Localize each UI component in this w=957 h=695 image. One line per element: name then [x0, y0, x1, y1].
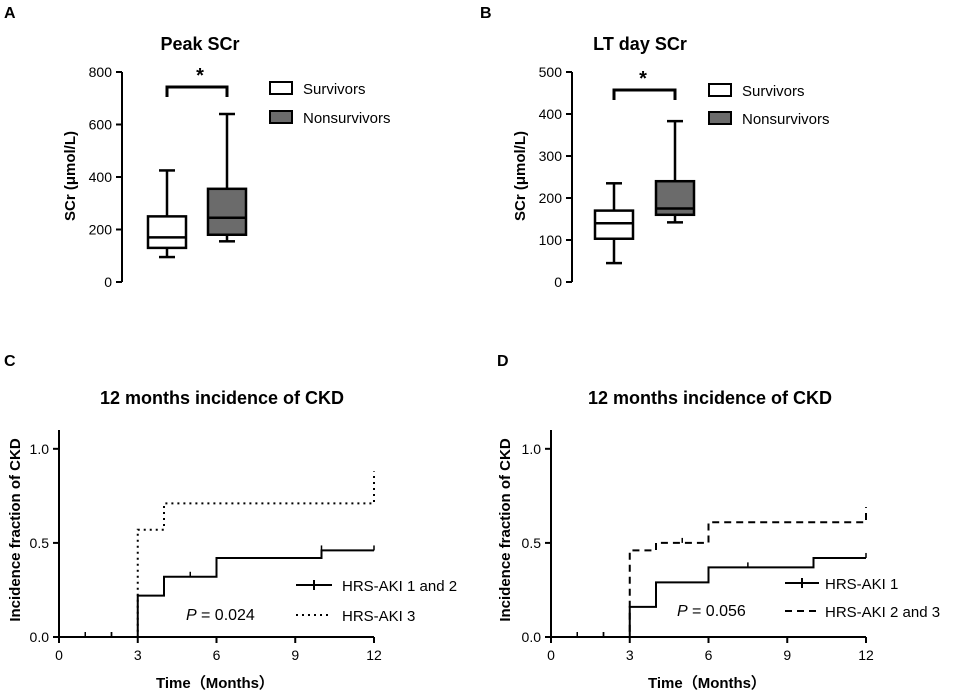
legend-label-series-1: HRS-AKI 1 and 2	[342, 578, 457, 595]
y-tick-label: 0.0	[522, 629, 542, 645]
y-tick-label: 1.0	[522, 441, 542, 457]
y-tick-label: 400	[539, 106, 563, 122]
legend-label-survivors: Survivors	[742, 83, 805, 100]
step-line	[551, 556, 866, 638]
panel-c-xlabel: Time（Months）	[156, 674, 274, 692]
panel-d-xlabel: Time（Months）	[648, 674, 766, 692]
step-line	[59, 471, 375, 638]
panel-a-boxes	[146, 85, 248, 259]
x-tick-label: 3	[134, 647, 142, 663]
pvalue-text: = 0.024	[201, 607, 255, 624]
step-line	[59, 549, 374, 638]
pvalue-label: P	[677, 603, 688, 620]
panel-a-legend: Survivors Nonsurvivors	[269, 81, 391, 127]
legend-swatch-survivors	[269, 81, 293, 95]
box-survivors	[146, 169, 188, 259]
y-tick-label: 100	[539, 232, 563, 248]
legend-label-survivors: Survivors	[303, 81, 366, 98]
panel-d-axes: 0.0 0.5 1.0 0 3 6 9 12	[522, 430, 874, 663]
panel-d-title: 12 months incidence of CKD	[588, 388, 832, 408]
panel-b-yaxis: 0 100 200 300 400 500	[539, 64, 573, 290]
curve-series-1	[551, 552, 867, 638]
y-tick-label: 500	[539, 64, 563, 80]
panel-c-letter: C	[4, 353, 16, 370]
panel-b-legend: Survivors Nonsurvivors	[708, 83, 830, 128]
panel-a-title: Peak SCr	[160, 34, 239, 54]
panel-c-curves	[59, 471, 375, 638]
y-tick-label: 0	[104, 274, 112, 290]
panel-c-ylabel: Incidence fraction of CKD	[7, 438, 24, 622]
panel-d-pvalue: P = 0.056	[677, 603, 746, 620]
x-tick-label: 12	[858, 647, 874, 663]
legend-label-series-2: HRS-AKI 3	[342, 608, 415, 625]
box-iqr	[593, 209, 635, 240]
x-tick-label: 9	[291, 647, 299, 663]
x-tick-label: 0	[55, 647, 63, 663]
x-tick-label: 6	[705, 647, 713, 663]
panel-b-boxes	[593, 88, 696, 265]
legend-label-nonsurvivors: Nonsurvivors	[303, 110, 391, 127]
x-tick-label: 0	[547, 647, 555, 663]
y-tick-label: 300	[539, 148, 563, 164]
box-iqr	[654, 179, 696, 217]
panel-a-yaxis: 0 200 400 600 800	[89, 64, 123, 290]
legend-label-nonsurvivors: Nonsurvivors	[742, 111, 830, 128]
panel-b-title: LT day SCr	[593, 34, 687, 54]
step-line	[551, 507, 867, 638]
curve-series-2	[59, 471, 375, 638]
panel-c: C 12 months incidence of CKD Incidence f…	[4, 353, 457, 692]
x-tick-label: 9	[783, 647, 791, 663]
x-tick-label: 12	[366, 647, 382, 663]
significance-bracket	[612, 88, 677, 100]
panel-a: A Peak SCr SCr (μmol/L) * 0200400600800 …	[4, 5, 391, 290]
y-tick-label: 0.5	[30, 535, 50, 551]
box-nonsurvivors	[654, 119, 696, 224]
panel-c-pvalue: P = 0.024	[186, 607, 255, 624]
panel-b-ylabel: SCr (μmol/L)	[512, 131, 529, 221]
panel-d-ylabel: Incidence fraction of CKD	[497, 438, 514, 622]
y-tick-label: 200	[89, 222, 113, 238]
y-tick-label: 0.0	[30, 629, 50, 645]
panel-d-curves	[551, 507, 867, 638]
panel-a-letter: A	[4, 5, 16, 22]
panel-d-legend: HRS-AKI 1 HRS-AKI 2 and 3	[785, 576, 940, 621]
panel-a-ylabel: SCr (μmol/L)	[62, 131, 79, 221]
box-iqr	[206, 187, 248, 236]
legend-swatch-survivors	[708, 83, 732, 97]
legend-label-series-2: HRS-AKI 2 and 3	[825, 604, 940, 621]
y-tick-label: 800	[89, 64, 113, 80]
y-tick-label: 0	[554, 274, 562, 290]
panel-a-significance: *	[196, 65, 204, 87]
panel-c-title: 12 months incidence of CKD	[100, 388, 344, 408]
panel-b: B LT day SCr SCr (μmol/L) * 0 100 200 300 40…	[480, 5, 830, 290]
panel-b-letter: B	[480, 5, 492, 22]
legend-swatch-nonsurvivors	[708, 111, 732, 125]
box-iqr	[146, 215, 188, 250]
box-nonsurvivors	[206, 112, 248, 243]
pvalue-label: P	[186, 607, 197, 624]
y-tick-label: 600	[89, 117, 113, 133]
y-tick-label: 1.0	[30, 441, 50, 457]
panel-d: D 12 months incidence of CKD Incidence f…	[497, 353, 940, 692]
significance-bracket	[165, 85, 229, 97]
panel-c-legend: HRS-AKI 1 and 2 HRS-AKI 3	[296, 578, 457, 625]
panel-d-letter: D	[497, 353, 509, 370]
pvalue-text: = 0.056	[692, 603, 746, 620]
legend-label-series-1: HRS-AKI 1	[825, 576, 898, 593]
legend-swatch-nonsurvivors	[269, 110, 293, 124]
panel-c-axes: 0.0 0.5 1.0 0 3 6 9 12	[30, 430, 382, 663]
y-tick-label: 200	[539, 190, 563, 206]
x-tick-label: 3	[626, 647, 634, 663]
panel-b-significance: *	[639, 68, 647, 90]
box-survivors	[593, 182, 635, 265]
x-tick-label: 6	[213, 647, 221, 663]
y-tick-label: 400	[89, 169, 113, 185]
y-tick-label: 0.5	[522, 535, 542, 551]
curve-series-2	[551, 507, 867, 638]
